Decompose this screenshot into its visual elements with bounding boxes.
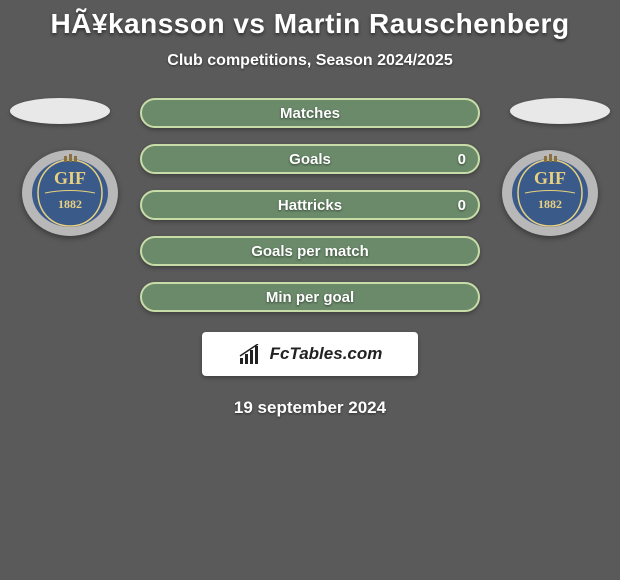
side-ellipse-right [510, 98, 610, 124]
svg-text:GIF: GIF [534, 168, 566, 188]
stat-value: 0 [458, 151, 466, 168]
logo-text: FcTables.com [270, 344, 383, 364]
stat-bars: Matches Goals 0 Hattricks 0 Goals per ma… [140, 98, 480, 328]
stat-bar: Matches [140, 98, 480, 128]
svg-text:1882: 1882 [58, 197, 82, 211]
team-crest-left: GIF 1882 [20, 148, 120, 238]
svg-text:GIF: GIF [54, 168, 86, 188]
page-title: HÃ¥kansson vs Martin Rauschenberg [0, 8, 620, 40]
chart-icon [238, 344, 264, 364]
stat-label: Matches [280, 105, 340, 122]
svg-text:1882: 1882 [538, 197, 562, 211]
stat-bar: Goals per match [140, 236, 480, 266]
team-crest-right: GIF 1882 [500, 148, 600, 238]
stat-bar: Goals 0 [140, 144, 480, 174]
stat-label: Goals per match [251, 243, 369, 260]
subtitle: Club competitions, Season 2024/2025 [0, 52, 620, 70]
side-ellipse-left [10, 98, 110, 124]
stat-label: Goals [289, 151, 331, 168]
stat-bar: Hattricks 0 [140, 190, 480, 220]
stat-label: Min per goal [266, 289, 354, 306]
stats-area: GIF 1882 GIF 1882 M [0, 98, 620, 318]
stat-label: Hattricks [278, 197, 342, 214]
stat-value: 0 [458, 197, 466, 214]
stat-bar: Min per goal [140, 282, 480, 312]
logo-box: FcTables.com [202, 332, 418, 376]
date-text: 19 september 2024 [0, 398, 620, 418]
